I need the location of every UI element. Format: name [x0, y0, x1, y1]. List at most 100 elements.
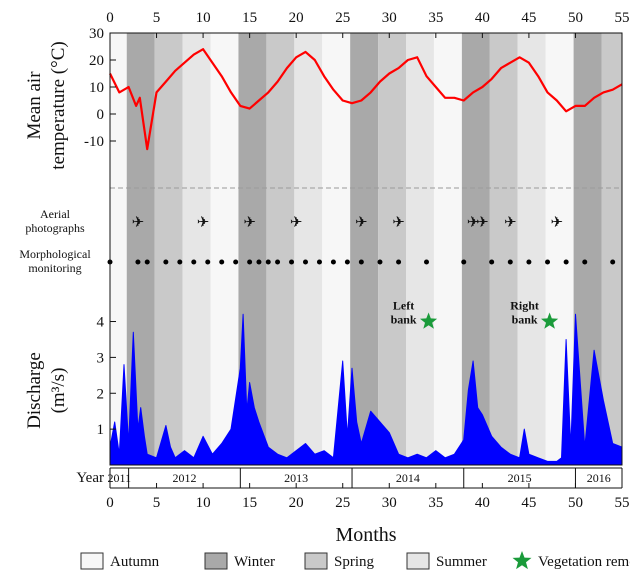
- airplane-icon: ✈: [355, 215, 368, 231]
- monitoring-dot: [489, 259, 495, 265]
- aerial-photographs-label-line2: photographs: [25, 221, 85, 235]
- legend-swatch-spring: [304, 552, 328, 570]
- monitoring-dot: [526, 259, 532, 265]
- legend-swatch-winter: [204, 552, 228, 570]
- monitoring-dot: [424, 259, 430, 265]
- top-x-tick-label: 55: [615, 10, 630, 26]
- top-x-tick-label: 20: [289, 10, 304, 26]
- discharge-y-tick-label: 4: [97, 315, 105, 331]
- season-band-summer: [406, 33, 434, 465]
- vegetation-removal-label-line2: bank: [391, 313, 417, 327]
- season-band-summer: [182, 33, 211, 465]
- year-axis: Year 2011 2012 2013 2014 2015 2016: [76, 467, 623, 488]
- year-label: 2016: [587, 471, 611, 485]
- year-label: 2015: [508, 471, 532, 485]
- monitoring-dot: [396, 259, 402, 265]
- monitoring-dot: [563, 259, 569, 265]
- temp-y-tick-label: -10: [84, 134, 104, 150]
- vegetation-removal-label: Right bank: [510, 299, 539, 327]
- legend: Autumn Winter Spring Summer Vegetation remov…: [80, 551, 630, 570]
- temp-y-tick-label: 0: [97, 107, 105, 123]
- season-band-summer: [517, 33, 546, 465]
- year-label: 2011: [108, 471, 132, 485]
- monitoring-dot: [377, 259, 383, 265]
- monitoring-dot: [265, 259, 271, 265]
- season-band-autumn: [545, 33, 574, 465]
- monitoring-dot: [316, 259, 322, 265]
- legend-label-winter: Winter: [234, 554, 275, 570]
- discharge-y-tick-label: 1: [97, 422, 105, 438]
- season-band-autumn: [322, 33, 351, 465]
- discharge-y-axis-label-line1: Discharge: [24, 352, 45, 429]
- bottom-x-tick-label: 55: [615, 495, 630, 511]
- monitoring-dot: [177, 259, 183, 265]
- monitoring-dot: [330, 259, 336, 265]
- season-band-spring: [489, 33, 518, 465]
- bottom-x-tick-label: 20: [289, 495, 304, 511]
- top-x-tick-label: 5: [153, 10, 161, 26]
- year-label: 2012: [172, 471, 196, 485]
- monitoring-dot: [302, 259, 308, 265]
- temp-y-axis-label-line2: temperature (°C): [48, 41, 69, 169]
- monitoring-dot: [205, 259, 211, 265]
- discharge-series-area: [109, 313, 623, 466]
- monitoring-dot: [256, 259, 262, 265]
- airplane-icon: ✈: [504, 215, 517, 231]
- season-band-spring: [154, 33, 183, 465]
- legend-swatch-summer: [406, 552, 430, 570]
- monitoring-dot: [610, 259, 616, 265]
- morphological-monitoring-label-line1: Morphological: [19, 247, 91, 261]
- season-band-spring: [378, 33, 407, 465]
- season-band-spring: [601, 33, 622, 465]
- season-band-summer: [294, 33, 323, 465]
- vegetation-removal-label-line2: bank: [512, 313, 538, 327]
- monitoring-dot: [247, 259, 253, 265]
- top-x-tick-label: 0: [106, 10, 114, 26]
- monitoring-dot: [344, 259, 350, 265]
- year-label: 2014: [396, 471, 420, 485]
- top-x-tick-label: 45: [521, 10, 536, 26]
- vegetation-removal-star-icon: [541, 312, 559, 329]
- temperature-panel: -10 0 10 20 30 Mean air temperature (°C): [24, 26, 623, 170]
- monitoring-dot: [461, 259, 467, 265]
- airplane-icon: ✈: [132, 215, 145, 231]
- bottom-x-tick-label: 40: [475, 495, 490, 511]
- bottom-x-tick-label: 50: [568, 495, 583, 511]
- top-x-tick-label: 35: [428, 10, 443, 26]
- top-x-tick-label: 30: [382, 10, 397, 26]
- airplane-icon: ✈: [392, 215, 405, 231]
- vegetation-removal-label: Left bank: [391, 299, 417, 327]
- discharge-y-axis-label-line2: (m³/s): [48, 368, 69, 414]
- aerial-photographs-label: Aerial photographs: [25, 207, 85, 235]
- airplane-icon: ✈: [551, 215, 564, 231]
- aerial-photographs-label-line1: Aerial: [40, 207, 71, 221]
- monitoring-dot: [144, 259, 150, 265]
- vegetation-removal-label-line1: Left: [393, 299, 414, 313]
- airplane-icon: ✈: [243, 215, 256, 231]
- monitoring-dot: [163, 259, 169, 265]
- plot-border: [109, 32, 623, 466]
- morphological-monitoring-label-line2: monitoring: [28, 261, 81, 275]
- airplane-icon: ✈: [467, 215, 480, 231]
- monitoring-dot: [289, 259, 295, 265]
- monitoring-dot: [507, 259, 513, 265]
- season-bands: [110, 33, 622, 465]
- plot-frame: [109, 32, 623, 466]
- monitoring-dot: [582, 259, 588, 265]
- year-axis-label: Year: [76, 470, 104, 486]
- discharge-y-tick-label: 2: [97, 386, 105, 402]
- bottom-x-tick-label: 45: [521, 495, 536, 511]
- monitoring-dot: [233, 259, 239, 265]
- season-band-autumn: [433, 33, 462, 465]
- bottom-x-tick-label: 10: [196, 495, 211, 511]
- legend-star-icon: [512, 551, 532, 570]
- monitoring-dot: [545, 259, 551, 265]
- airplane-icon: ✈: [290, 215, 303, 231]
- monitoring-dot: [275, 259, 281, 265]
- legend-label-spring: Spring: [334, 554, 375, 570]
- morphological-monitoring-label: Morphological monitoring: [19, 247, 91, 275]
- temp-y-axis-label-line1: Mean air: [24, 71, 45, 140]
- airplane-icon: ✈: [476, 215, 489, 231]
